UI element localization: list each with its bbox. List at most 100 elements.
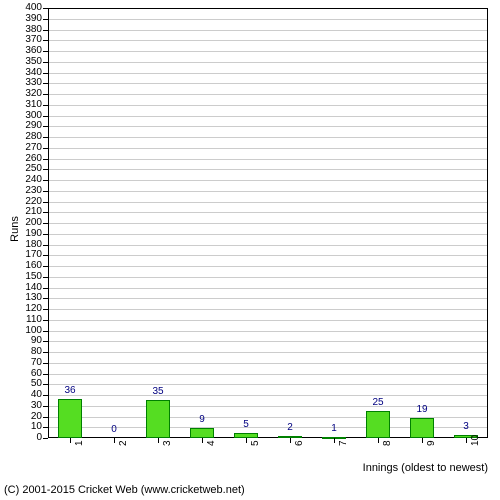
gridline xyxy=(49,234,487,235)
y-tick-label: 150 xyxy=(14,271,42,282)
y-tick-mark xyxy=(43,40,48,41)
y-tick-mark xyxy=(43,266,48,267)
bar-value-label: 36 xyxy=(55,385,85,396)
gridline xyxy=(49,51,487,52)
y-tick-mark xyxy=(43,62,48,63)
x-tick-mark xyxy=(114,438,115,443)
y-tick-label: 140 xyxy=(14,282,42,293)
x-tick-label: 4 xyxy=(206,440,217,446)
y-tick-label: 380 xyxy=(14,24,42,35)
y-tick-mark xyxy=(43,341,48,342)
x-tick-label: 10 xyxy=(470,435,481,446)
y-tick-mark xyxy=(43,352,48,353)
bar xyxy=(366,411,390,438)
y-tick-mark xyxy=(43,83,48,84)
gridline xyxy=(49,169,487,170)
x-tick-label: 1 xyxy=(74,440,85,446)
y-tick-label: 30 xyxy=(14,400,42,411)
bar-value-label: 9 xyxy=(187,414,217,425)
y-tick-mark xyxy=(43,438,48,439)
bar xyxy=(190,428,214,438)
y-tick-label: 350 xyxy=(14,56,42,67)
y-tick-mark xyxy=(43,309,48,310)
gridline xyxy=(49,384,487,385)
y-tick-label: 330 xyxy=(14,77,42,88)
gridline xyxy=(49,148,487,149)
y-tick-label: 300 xyxy=(14,110,42,121)
y-tick-label: 370 xyxy=(14,34,42,45)
y-tick-label: 10 xyxy=(14,421,42,432)
y-tick-mark xyxy=(43,191,48,192)
gridline xyxy=(49,363,487,364)
x-tick-label: 5 xyxy=(250,440,261,446)
y-tick-mark xyxy=(43,105,48,106)
y-tick-label: 310 xyxy=(14,99,42,110)
y-tick-mark xyxy=(43,363,48,364)
gridline xyxy=(49,62,487,63)
gridline xyxy=(49,266,487,267)
gridline xyxy=(49,352,487,353)
y-tick-label: 360 xyxy=(14,45,42,56)
y-tick-label: 210 xyxy=(14,206,42,217)
y-tick-mark xyxy=(43,8,48,9)
y-tick-label: 0 xyxy=(14,432,42,443)
y-tick-mark xyxy=(43,427,48,428)
y-tick-mark xyxy=(43,148,48,149)
bar-value-label: 35 xyxy=(143,386,173,397)
y-tick-mark xyxy=(43,30,48,31)
gridline xyxy=(49,202,487,203)
x-tick-mark xyxy=(246,438,247,443)
y-tick-label: 100 xyxy=(14,325,42,336)
gridline xyxy=(49,320,487,321)
bar-value-label: 1 xyxy=(319,423,349,434)
y-tick-label: 260 xyxy=(14,153,42,164)
bar-value-label: 2 xyxy=(275,422,305,433)
gridline xyxy=(49,245,487,246)
gridline xyxy=(49,298,487,299)
gridline xyxy=(49,40,487,41)
x-tick-mark xyxy=(422,438,423,443)
y-tick-mark xyxy=(43,159,48,160)
bar-value-label: 25 xyxy=(363,397,393,408)
y-tick-mark xyxy=(43,255,48,256)
y-tick-mark xyxy=(43,94,48,95)
gridline xyxy=(49,191,487,192)
y-tick-mark xyxy=(43,277,48,278)
x-tick-label: 6 xyxy=(294,440,305,446)
y-tick-label: 190 xyxy=(14,228,42,239)
y-tick-mark xyxy=(43,234,48,235)
y-tick-label: 40 xyxy=(14,389,42,400)
gridline xyxy=(49,83,487,84)
y-tick-mark xyxy=(43,202,48,203)
y-tick-mark xyxy=(43,126,48,127)
gridline xyxy=(49,137,487,138)
y-tick-label: 390 xyxy=(14,13,42,24)
y-tick-label: 60 xyxy=(14,368,42,379)
y-tick-mark xyxy=(43,137,48,138)
gridline xyxy=(49,180,487,181)
y-tick-label: 50 xyxy=(14,378,42,389)
y-tick-mark xyxy=(43,212,48,213)
y-tick-mark xyxy=(43,374,48,375)
y-tick-label: 250 xyxy=(14,163,42,174)
y-tick-label: 130 xyxy=(14,292,42,303)
y-tick-label: 20 xyxy=(14,411,42,422)
bar xyxy=(410,418,434,438)
y-tick-label: 180 xyxy=(14,239,42,250)
x-tick-mark xyxy=(158,438,159,443)
gridline xyxy=(49,309,487,310)
y-tick-label: 90 xyxy=(14,335,42,346)
gridline xyxy=(49,159,487,160)
bar-value-label: 5 xyxy=(231,419,261,430)
x-tick-label: 2 xyxy=(118,440,129,446)
y-tick-mark xyxy=(43,417,48,418)
y-tick-label: 340 xyxy=(14,67,42,78)
y-tick-mark xyxy=(43,180,48,181)
y-tick-mark xyxy=(43,19,48,20)
gridline xyxy=(49,288,487,289)
y-tick-mark xyxy=(43,320,48,321)
y-tick-label: 80 xyxy=(14,346,42,357)
y-tick-mark xyxy=(43,169,48,170)
y-tick-label: 200 xyxy=(14,217,42,228)
x-tick-label: 9 xyxy=(426,440,437,446)
